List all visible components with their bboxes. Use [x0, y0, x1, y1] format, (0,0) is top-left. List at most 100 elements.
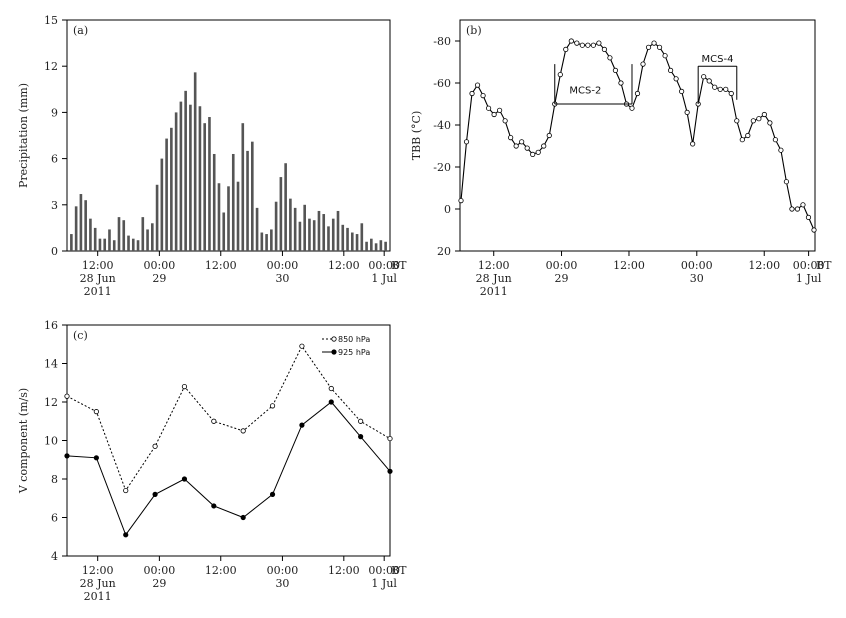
y-tick-label: -20	[433, 161, 451, 174]
x-tick-label: 1 Jul	[371, 577, 397, 590]
tbb-point	[739, 137, 745, 143]
precip-bar	[284, 163, 287, 251]
precip-bar	[331, 218, 335, 251]
precip-bar	[265, 234, 268, 251]
y-tick-label: 4	[51, 550, 58, 563]
x-tick-label: 00:00	[546, 259, 578, 272]
precip-bar	[198, 106, 202, 252]
legend-marker-1	[331, 336, 337, 342]
series-point	[211, 418, 217, 424]
x-tick-label: 12:00	[748, 259, 780, 272]
tbb-point	[645, 44, 652, 50]
tbb-line	[460, 40, 815, 231]
tbb-point	[679, 88, 685, 95]
tbb-point	[519, 139, 525, 145]
series-point	[240, 428, 246, 434]
precip-bar	[108, 229, 111, 251]
tbb-point	[717, 86, 723, 92]
tbb-point	[485, 105, 492, 111]
precip-bar	[379, 240, 383, 251]
x-tick-label: 29	[152, 272, 166, 285]
series-point	[358, 418, 364, 424]
x-tick-label: 30	[275, 577, 289, 590]
x-tick-label: 00:00	[368, 259, 400, 272]
series-line-2	[66, 401, 391, 536]
precip-bar	[236, 181, 240, 251]
series-point	[269, 403, 276, 409]
precip-bar	[189, 104, 192, 251]
precip-bar	[303, 204, 306, 251]
tbb-point	[497, 107, 503, 113]
y-tick-label: 0	[444, 203, 451, 216]
tbb-point	[800, 202, 806, 208]
y-tick-label: 12	[44, 396, 58, 409]
tbb-point	[673, 76, 679, 82]
precip-bar	[112, 240, 116, 251]
precip-bar	[350, 232, 354, 251]
tbb-point	[728, 90, 734, 97]
mcs-2-label: MCS-2	[569, 86, 601, 97]
x-tick-label: 2011	[84, 285, 112, 298]
x-tick-label: 00:00	[144, 259, 176, 272]
plot-frame-3	[66, 324, 391, 557]
plot-frame-2	[459, 19, 816, 252]
x-tick-label: 2011	[84, 590, 112, 603]
x-tick-label: 28 Jun	[80, 272, 116, 285]
precip-bar	[174, 112, 178, 252]
series-point	[123, 487, 129, 494]
precip-bar	[312, 220, 316, 251]
y-tick-label: 15	[44, 14, 58, 27]
y-tick-label: -40	[433, 119, 451, 132]
tbb-point	[585, 42, 591, 48]
series-point	[269, 491, 276, 497]
y-axis-label: TBB (°C)	[410, 111, 423, 161]
series-point	[64, 393, 70, 399]
tbb-point	[579, 42, 585, 48]
precip-bar	[131, 238, 135, 251]
panel-label-3: (c)	[73, 329, 88, 342]
y-tick-label: 20	[437, 245, 451, 258]
x-tick-label: 1 Jul	[371, 272, 397, 285]
precip-bar	[79, 194, 83, 251]
tbb-point	[596, 40, 602, 46]
tbb-point	[656, 44, 663, 50]
tbb-point	[601, 46, 608, 53]
precip-bar	[274, 201, 278, 251]
series-point	[387, 435, 393, 442]
tbb-point	[767, 120, 773, 126]
x-tick-label: 00:00	[368, 564, 400, 577]
precip-bar	[384, 241, 387, 251]
precip-bar	[231, 153, 235, 251]
y-tick-label: 6	[51, 512, 58, 525]
tbb-point	[662, 53, 668, 59]
x-tick-label: 1 Jul	[796, 272, 822, 285]
tbb-point	[772, 137, 778, 143]
precip-bar	[322, 214, 326, 251]
precip-bar	[270, 229, 273, 251]
precip-bar	[279, 177, 283, 251]
y-tick-label: 14	[44, 358, 58, 371]
legend-entry: 925 hPa	[338, 348, 370, 357]
tbb-point	[618, 80, 624, 86]
tbb-point	[789, 206, 795, 212]
tbb-point	[750, 118, 756, 124]
tbb-point	[794, 206, 801, 212]
y-tick-label: 3	[51, 199, 58, 212]
tbb-point	[778, 147, 784, 153]
series-point	[299, 422, 305, 428]
tbb-point	[629, 105, 635, 111]
precip-bar	[370, 238, 373, 251]
tbb-point	[546, 132, 552, 139]
precip-bar	[227, 186, 230, 251]
tbb-point	[783, 179, 790, 185]
series-point	[387, 468, 393, 474]
y-tick-label: 0	[51, 245, 58, 258]
precip-bar	[146, 229, 149, 251]
precip-bar	[217, 183, 221, 251]
tbb-point	[530, 151, 536, 157]
x-tick-label: 12:00	[328, 564, 360, 577]
precip-bar	[127, 235, 130, 251]
precip-bar	[355, 234, 359, 251]
precip-bar	[317, 210, 321, 251]
